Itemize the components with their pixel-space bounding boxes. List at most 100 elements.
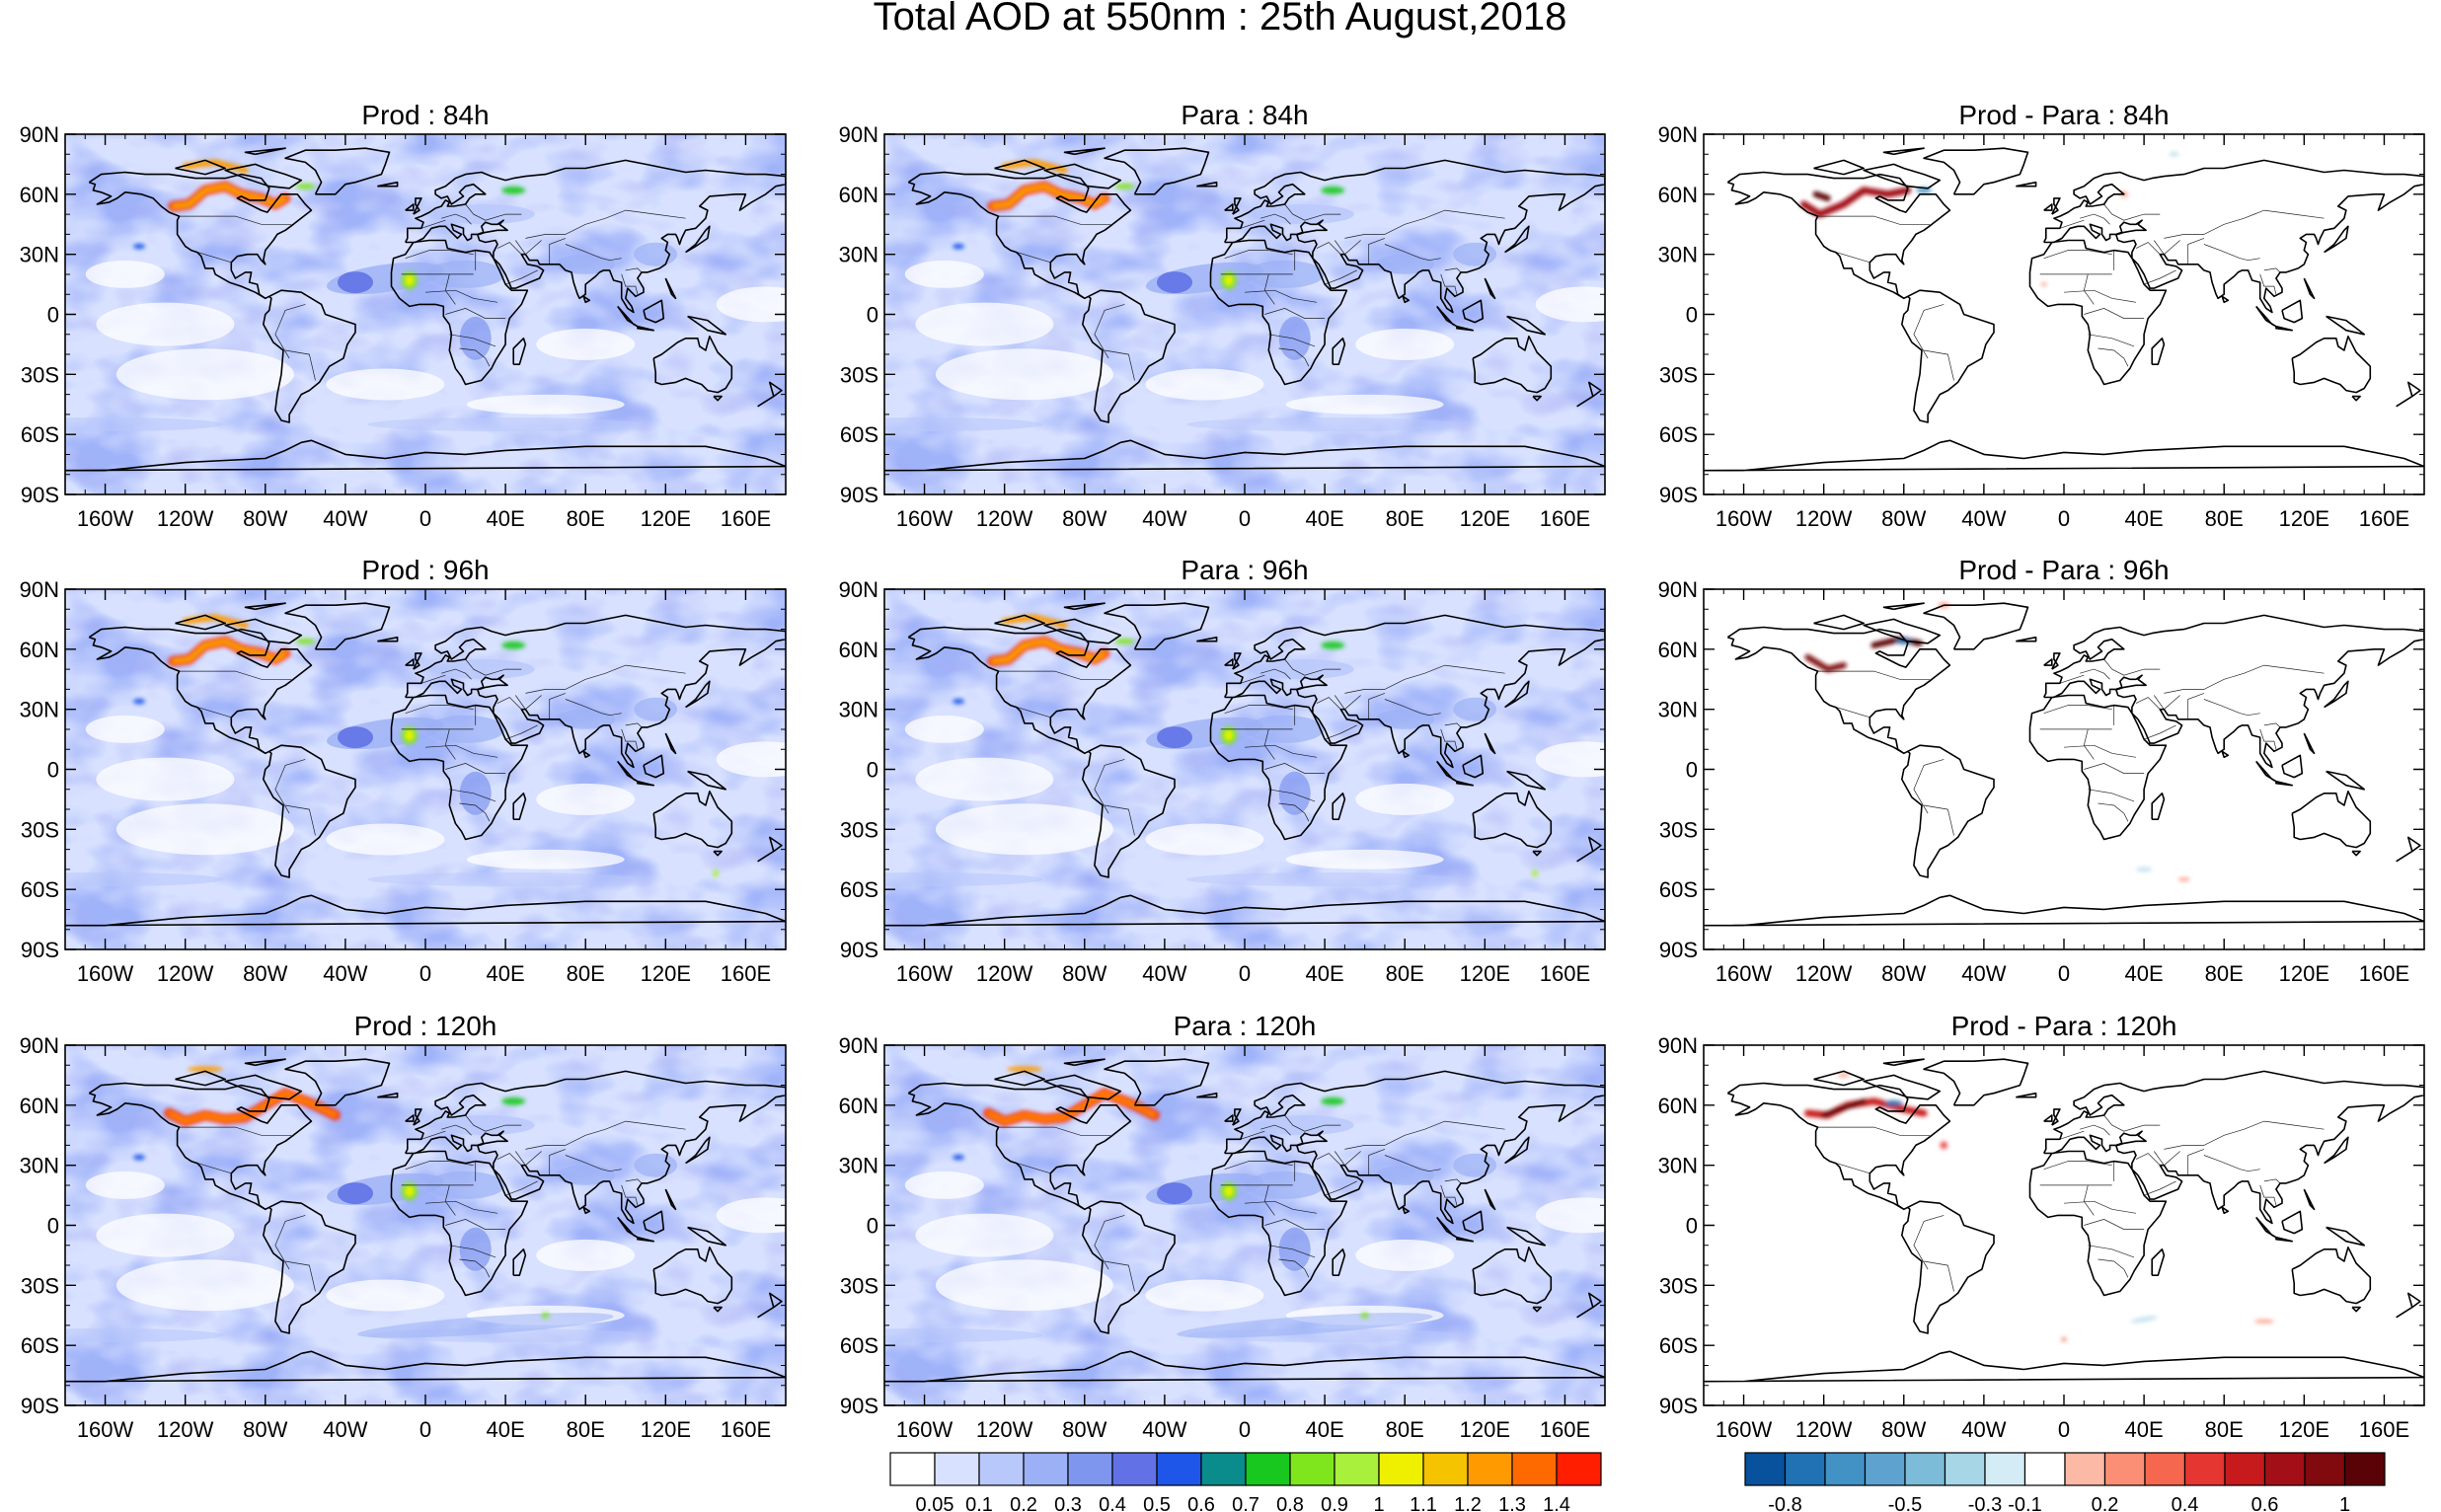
lat-tick-label: 60N [839,183,878,207]
colorbar-box [2183,1452,2226,1486]
coastlines [65,147,786,472]
southern-ocean-band [1186,872,1464,886]
canada-smoke-core [167,1092,338,1123]
canada-smoke-core [991,640,1106,663]
lon-tick-label: 120E [641,506,691,531]
panel-title: Prod : 96h [361,555,489,585]
colorbar-box [2144,1452,2186,1486]
aod-field [884,589,1605,949]
africa-smoke [459,316,492,360]
map-panel: Para : 96h 90N 60N 30N 0 30S 60S 90S 160W 120W 80W… [839,555,1606,986]
lat-tick-label: 90S [1659,483,1698,507]
country-borders [179,203,686,381]
lat-tick-label: 90N [1658,1033,1698,1058]
map-panel: Para : 84h 90N 60N 30N 0 30S 60S 90S 160W 120W 80W… [839,100,1606,531]
clean-air-region [1355,1239,1455,1271]
lat-tick-label: 60S [1659,1333,1698,1358]
canada-smoke-core [172,640,287,663]
lon-tick-label: 160E [2359,1417,2409,1442]
colorbar-label: -0.3 [1968,1494,2002,1512]
map-panel: Para : 120h 90N 60N 30N 0 30S 60S 90S 160W 120W 80… [839,1011,1606,1442]
lon-tick-label: 160W [1716,961,1773,986]
clean-air-region [716,286,786,323]
southern-ocean-band [65,1328,224,1342]
lon-tick-label: 40W [1961,961,2006,986]
panel-title: Prod : 120h [354,1011,497,1041]
lat-tick-label: 0 [1686,303,1698,328]
colorbar-label: 0.5 [1143,1494,1171,1512]
southern-patch [1532,869,1538,877]
colorbar-label: 0.3 [1054,1494,1082,1512]
panel-title: Para : 84h [1181,100,1308,130]
country-borders [998,658,1505,836]
colorbar-label: 0.6 [2251,1494,2279,1512]
colorbar-box [1944,1452,1986,1486]
lon-tick-label: 120E [641,1417,691,1442]
lon-tick-label: 80E [567,506,605,531]
colorbar-box [1289,1452,1335,1486]
lat-tick-label: 30S [840,362,878,387]
diff-colorbar: -0.8 -0.5 -0.3 -0.1 0.2 0.4 0.6 1 [1744,1452,2386,1512]
labrador-plume [1114,183,1135,189]
asia-haze [1453,1153,1497,1177]
lat-tick-label: 30S [1659,362,1698,387]
lat-tick-label: 90N [1658,577,1698,602]
lon-tick-label: 80E [1386,961,1424,986]
lon-tick-label: 0 [420,506,431,531]
lat-tick-label: 30S [840,817,878,842]
clean-air-region [1535,286,1605,323]
lon-tick-label: 120E [2279,506,2329,531]
southern-ocean-band [884,417,1043,431]
country-borders [1817,203,2325,381]
asia-haze [634,697,678,721]
colorbar-label: 0.1 [965,1494,993,1512]
lon-tick-label: 80W [1062,506,1106,531]
eurasia-haze [1255,204,1354,225]
colorbar-box [1334,1452,1380,1486]
lat-tick-label: 90S [840,938,878,962]
colorbar-box [1467,1452,1513,1486]
africa-smoke [459,1227,492,1271]
lon-tick-label: 120W [157,1417,214,1442]
colorbar-label: 0.4 [1099,1494,1126,1512]
colorbar-box [1511,1452,1558,1486]
clean-air-region [716,741,786,778]
lon-tick-label: 0 [2058,506,2070,531]
lon-tick-label: 120W [976,506,1033,531]
colorbar-label: 0.8 [1276,1494,1304,1512]
lon-tick-label: 80W [1881,961,1926,986]
colorbar-box [1067,1452,1113,1486]
asia-haze [634,1153,678,1177]
lon-tick-label: 160W [77,961,134,986]
sahara-dust-peak [1224,275,1233,285]
lat-tick-label: 60N [20,183,59,207]
colorbar-label: 0.6 [1187,1494,1215,1512]
colorbar-label: 1.4 [1543,1494,1570,1512]
dust-core [1157,271,1192,294]
map-area [884,1045,1605,1405]
lon-tick-label: 80W [1881,506,1926,531]
lon-tick-label: 120E [1460,506,1510,531]
southern-ocean-band [367,872,645,886]
clean-air-region [1535,741,1605,778]
lon-tick-label: 80E [567,1417,605,1442]
lat-tick-label: 30S [21,1273,59,1298]
africa-smoke [1278,771,1311,815]
colorbar-label: 0.4 [2172,1494,2199,1512]
colorbar-box [2064,1452,2106,1486]
high-aod-features [133,1066,550,1319]
clean-air-region [466,394,625,415]
positive-diff-patch [1837,1073,1850,1078]
lat-tick-label: 0 [47,1214,59,1239]
southern-ocean-band [367,417,645,431]
lon-tick-label: 80E [1386,1417,1424,1442]
lat-tick-label: 0 [47,758,59,783]
negative-diff-patch [2136,867,2153,871]
clean-air-region [904,715,984,743]
lat-tick-label: 60S [21,877,59,902]
dust-core [338,271,373,294]
lat-tick-label: 30N [20,1154,59,1178]
high-aod-features [953,614,1538,877]
southern-ocean-band [1186,417,1464,431]
pacific-plume [953,698,964,705]
